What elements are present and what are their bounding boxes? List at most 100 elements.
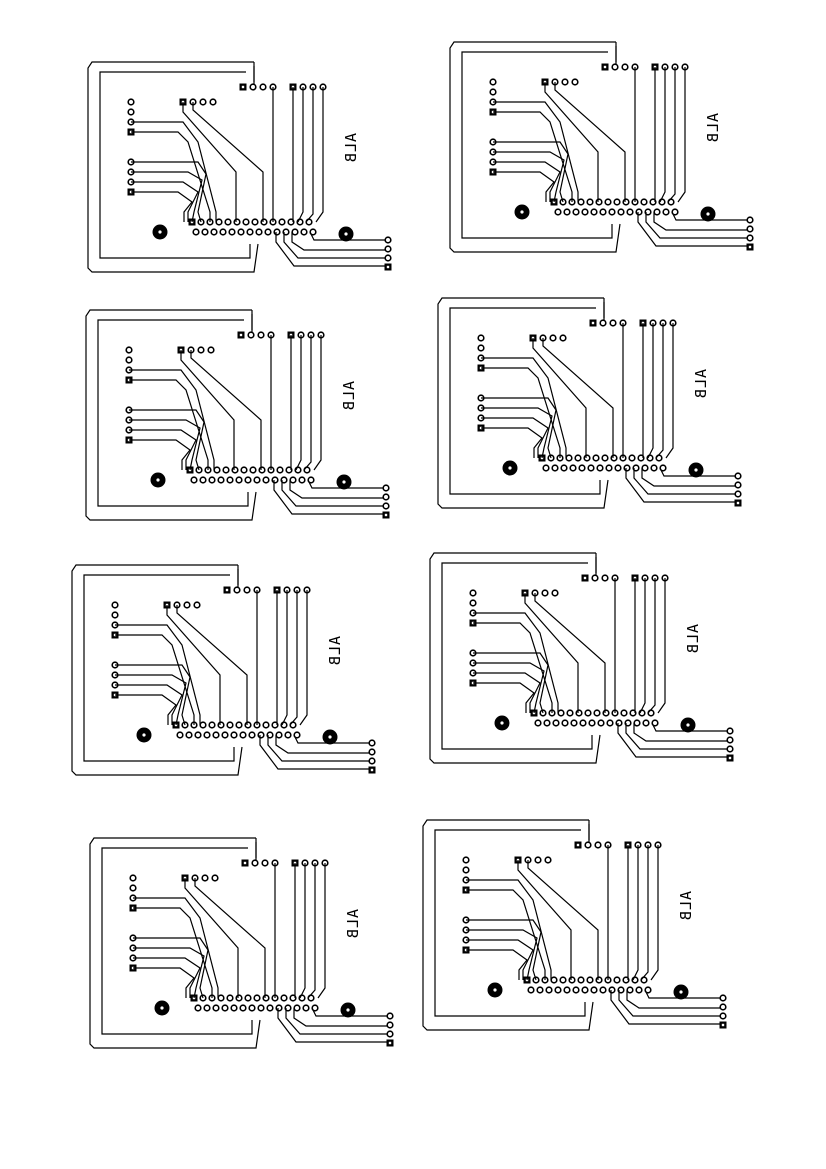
- header-pad: [594, 841, 602, 849]
- connector-pad: [217, 476, 225, 484]
- header-pad: [247, 331, 255, 339]
- connector-pad: [244, 721, 252, 729]
- connector-pad: [275, 731, 283, 739]
- mounting-hole: [150, 472, 166, 488]
- connector-pad: [554, 208, 562, 216]
- board-label: ALB: [342, 133, 360, 163]
- connector-pad: [581, 986, 589, 994]
- header-pad: [239, 83, 247, 91]
- header-pad: [469, 589, 477, 597]
- header-pad: [211, 874, 219, 882]
- connector-pad: [620, 709, 628, 717]
- connector-pad: [273, 228, 281, 236]
- mounting-hole: [680, 717, 696, 733]
- header-pad: [544, 856, 552, 864]
- edge-pad: [719, 1012, 727, 1020]
- connector-pad: [622, 198, 630, 206]
- connector-pad: [230, 731, 238, 739]
- edge-pad: [386, 1021, 394, 1029]
- connector-pad: [255, 228, 263, 236]
- edge-pad: [726, 736, 734, 744]
- header-pad: [559, 334, 567, 342]
- mounting-hole: [336, 474, 352, 490]
- header-pad: [197, 346, 205, 354]
- connector-pad: [662, 208, 670, 216]
- connector-pad: [633, 719, 641, 727]
- connector-pad: [653, 208, 661, 216]
- pcb-board: ALB: [422, 819, 727, 1031]
- connector-pad: [577, 198, 585, 206]
- board-label: ALB: [344, 909, 362, 939]
- connector-pad: [222, 466, 230, 474]
- connector-pad: [610, 454, 618, 462]
- edge-pad: [368, 757, 376, 765]
- connector-pad: [628, 454, 636, 462]
- connector-pad: [545, 986, 553, 994]
- connector-pad: [605, 464, 613, 472]
- header-pad: [199, 98, 207, 106]
- connector-pad: [527, 986, 535, 994]
- edge-pad: [384, 254, 392, 262]
- connector-pad: [228, 228, 236, 236]
- edge-pad: [384, 236, 392, 244]
- pcb-board: ALB: [89, 837, 394, 1049]
- connector-pad: [552, 719, 560, 727]
- pcb-board: ALB: [437, 297, 742, 509]
- connector-pad: [246, 228, 254, 236]
- connector-pad: [230, 1004, 238, 1012]
- connector-pad: [592, 454, 600, 462]
- outer-loop-trace: [85, 309, 257, 521]
- mounting-hole: [494, 715, 510, 731]
- header-pad: [129, 884, 137, 892]
- header-pad: [243, 586, 251, 594]
- edge-pad: [386, 1030, 394, 1038]
- connector-pad: [595, 198, 603, 206]
- connector-pad: [208, 721, 216, 729]
- edge-pad: [719, 994, 727, 1002]
- connector-pad: [201, 228, 209, 236]
- connector-pad: [574, 454, 582, 462]
- connector-pad: [244, 994, 252, 1002]
- header-pad: [223, 586, 231, 594]
- connector-pad: [617, 208, 625, 216]
- header-pad: [589, 319, 597, 327]
- connector-pad: [590, 208, 598, 216]
- header-pad: [551, 589, 559, 597]
- connector-pad: [262, 476, 270, 484]
- connector-pad: [185, 731, 193, 739]
- header-pad: [127, 108, 135, 116]
- header-pad: [584, 841, 592, 849]
- connector-pad: [595, 976, 603, 984]
- edge-pad: [719, 1021, 727, 1029]
- pcb-board: ALB: [87, 61, 392, 273]
- header-pad: [534, 856, 542, 864]
- connector-pad: [572, 986, 580, 994]
- header-pad: [259, 83, 267, 91]
- edge-pad: [734, 490, 742, 498]
- header-pad: [591, 574, 599, 582]
- edge-pad: [726, 727, 734, 735]
- connector-pad: [608, 986, 616, 994]
- connector-pad: [239, 1004, 247, 1012]
- connector-pad: [534, 719, 542, 727]
- connector-pad: [260, 218, 268, 226]
- connector-pad: [248, 731, 256, 739]
- connector-pad: [563, 208, 571, 216]
- edge-pad: [384, 245, 392, 253]
- board-label: ALB: [692, 369, 710, 399]
- connector-pad: [210, 228, 218, 236]
- header-pad: [489, 88, 497, 96]
- header-pad: [601, 574, 609, 582]
- header-pad: [477, 334, 485, 342]
- connector-pad: [203, 1004, 211, 1012]
- connector-pad: [597, 719, 605, 727]
- connector-pad: [253, 476, 261, 484]
- edge-pad: [734, 499, 742, 507]
- connector-pad: [233, 218, 241, 226]
- connector-pad: [604, 198, 612, 206]
- connector-pad: [554, 986, 562, 994]
- header-pad: [469, 599, 477, 607]
- connector-pad: [224, 218, 232, 226]
- connector-pad: [579, 719, 587, 727]
- mounting-hole: [340, 1002, 356, 1018]
